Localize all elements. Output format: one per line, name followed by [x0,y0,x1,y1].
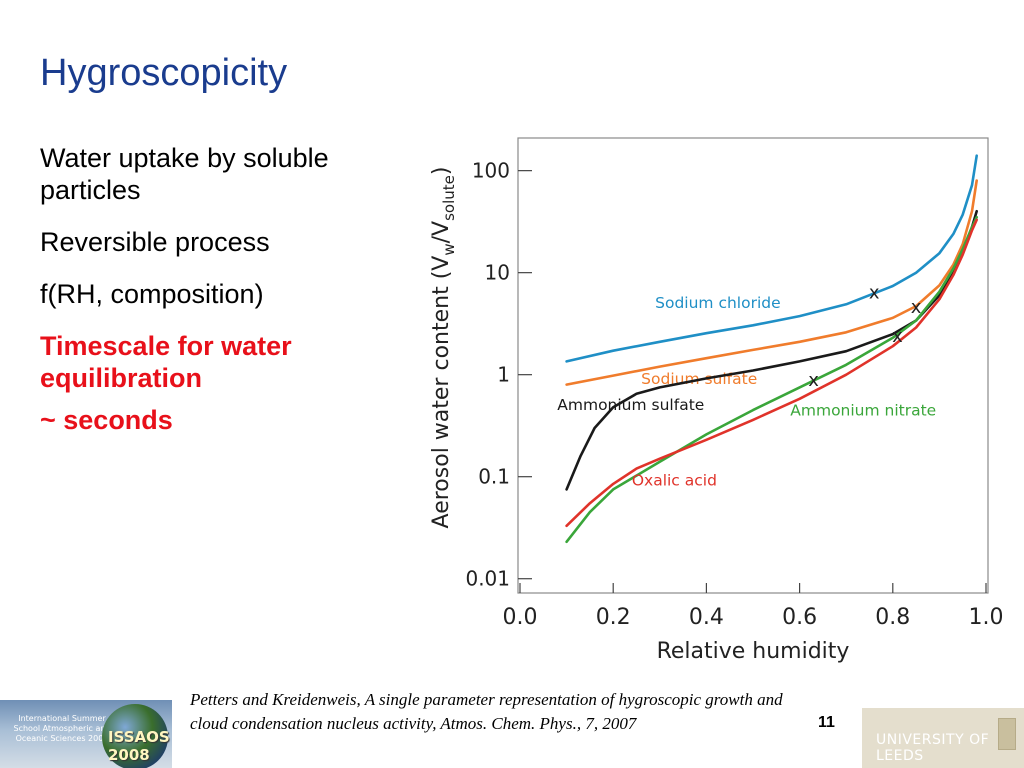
x-axis-label: Relative humidity [657,639,850,664]
y-axis-label: Aerosol water content (Vw/Vsolute) [429,167,458,529]
y-label-part: /V [429,221,454,243]
y-label-part: ) [429,167,454,176]
slide-title: Hygroscopicity [40,52,288,94]
university-name: UNIVERSITY OF LEEDS [876,732,990,764]
x-tick-label: 0.6 [782,605,817,630]
y-tick-label: 1 [497,363,510,387]
slide-number: 11 [818,714,835,731]
y-tick-label: 10 [485,261,510,285]
tower-icon [998,718,1016,750]
bullet-water-uptake: Water uptake by soluble particles [40,143,329,205]
issaos-logo: International Summer School Atmospheric … [0,700,172,768]
chart-panel: 0.01 0.1 1 10 100 0.0 0.2 0.4 0.6 0.8 1.0 Relative … [416,136,1016,666]
y-label-subscript: solute [440,175,458,221]
series-label-ammonium-nitrate: Ammonium nitrate [790,401,936,419]
series-label-oxalic-acid: Oxalic acid [632,471,717,489]
bullet-function: f(RH, composition) [40,279,264,309]
y-label-part: Aerosol water content (V [429,256,454,529]
bullet-timescale: Timescale for water equilibration [40,331,292,393]
issaos-acronym: ISSAOS 2008 [108,728,170,764]
y-tick-label: 0.1 [478,465,510,489]
bullet-list: Water uptake by soluble particles Revers… [40,142,370,456]
plot-frame [517,137,989,594]
x-tick-label: 0.0 [503,605,538,630]
globe-icon [102,704,168,768]
series-line-sodium-sulfate [565,179,978,386]
deliquescence-marker: x [808,370,819,391]
series-line-sodium-chloride [565,154,978,363]
series-label-sodium-chloride: Sodium chloride [655,294,781,312]
y-tick-label: 100 [472,159,510,183]
y-label-subscript: w [440,243,458,255]
deliquescence-marker: x [892,326,903,347]
issaos-logo-text: International Summer School Atmospheric … [13,714,111,743]
deliquescence-marker: x [911,297,922,318]
series-line-oxalic-acid [565,218,978,528]
x-tick-label: 0.8 [875,605,910,630]
citation: Petters and Kreidenweis, A single parame… [190,690,783,733]
x-tick-label: 1.0 [969,605,1004,630]
x-tick-label: 0.4 [689,605,724,630]
bullet-reversible: Reversible process [40,227,270,257]
y-tick-label: 0.01 [465,567,510,591]
series-line-ammonium-nitrate [565,215,978,544]
hygroscopic-growth-chart: 0.01 0.1 1 10 100 0.0 0.2 0.4 0.6 0.8 1.0 Relative … [429,137,1004,664]
series-line-ammonium-sulfate [565,209,978,491]
deliquescence-marker: x [869,282,880,303]
university-of-leeds-logo: UNIVERSITY OF LEEDS [862,708,1024,768]
x-tick-label: 0.2 [596,605,631,630]
bullet-seconds: ~ seconds [40,405,173,435]
series-label-ammonium-sulfate: Ammonium sulfate [557,396,704,414]
